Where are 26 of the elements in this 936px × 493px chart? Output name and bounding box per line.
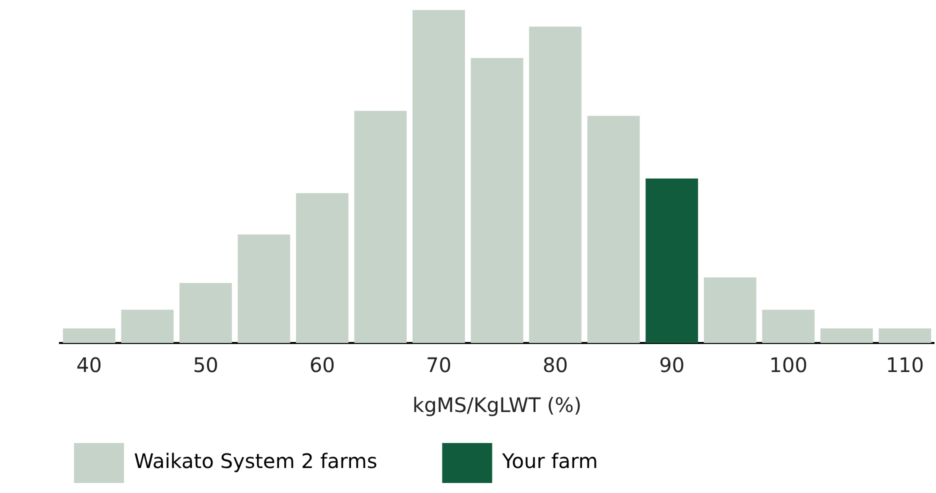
bar	[820, 328, 873, 343]
bar	[762, 310, 815, 343]
x-tick-label: 90	[659, 353, 685, 378]
legend-label: Waikato System 2 farms	[134, 449, 428, 474]
bar	[296, 193, 348, 343]
x-axis-title: kgMS/KgLWT (%)	[412, 393, 582, 418]
bar	[179, 283, 232, 343]
bar	[238, 234, 290, 343]
bar	[121, 310, 174, 343]
x-tick-label: 70	[426, 353, 452, 378]
x-tick-label: 100	[769, 353, 808, 378]
bar	[587, 116, 640, 343]
x-tick-label: 50	[192, 353, 218, 378]
bar	[529, 26, 582, 343]
bar	[354, 110, 407, 343]
bar	[412, 10, 465, 343]
x-tick-label: 110	[886, 353, 924, 378]
bar	[878, 328, 932, 343]
x-tick-label: 40	[76, 353, 102, 378]
bar	[704, 277, 756, 343]
legend-label: Your farm	[501, 449, 649, 474]
x-tick-label: 80	[542, 353, 568, 378]
bar	[470, 58, 524, 343]
x-tick-label: 60	[309, 353, 335, 378]
bar	[646, 178, 698, 343]
bar	[62, 328, 116, 343]
